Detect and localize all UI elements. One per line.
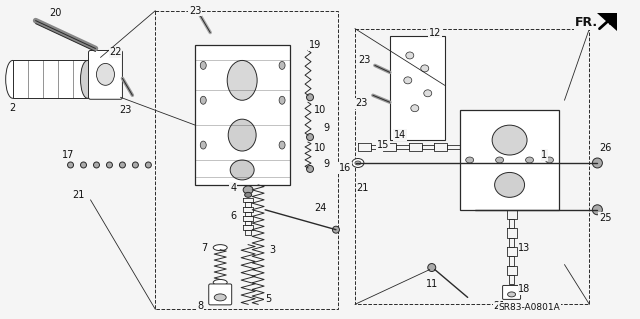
Text: 7: 7: [201, 243, 207, 253]
FancyBboxPatch shape: [209, 284, 232, 305]
Circle shape: [132, 162, 138, 168]
Ellipse shape: [200, 141, 206, 149]
Ellipse shape: [228, 119, 256, 151]
Ellipse shape: [508, 292, 516, 297]
Text: 16: 16: [339, 163, 351, 173]
Text: 24: 24: [314, 203, 326, 213]
Text: 15: 15: [377, 140, 389, 150]
Ellipse shape: [420, 65, 429, 72]
Text: 10: 10: [314, 105, 326, 115]
Text: 26: 26: [599, 143, 612, 153]
Circle shape: [307, 134, 314, 141]
Ellipse shape: [213, 245, 227, 251]
Ellipse shape: [492, 125, 527, 155]
Ellipse shape: [525, 157, 534, 163]
Ellipse shape: [227, 60, 257, 100]
Circle shape: [68, 162, 74, 168]
Circle shape: [145, 162, 152, 168]
Ellipse shape: [279, 62, 285, 70]
Polygon shape: [597, 13, 618, 31]
Circle shape: [593, 158, 602, 168]
Text: 14: 14: [394, 130, 406, 140]
Text: 20: 20: [49, 8, 62, 18]
Text: 18: 18: [518, 285, 531, 294]
Ellipse shape: [406, 52, 414, 59]
FancyBboxPatch shape: [502, 286, 520, 300]
Ellipse shape: [230, 160, 254, 180]
Ellipse shape: [81, 60, 95, 98]
Text: 2: 2: [10, 103, 16, 113]
Text: 23: 23: [119, 105, 132, 115]
Circle shape: [428, 263, 436, 271]
Text: FR.: FR.: [575, 16, 598, 29]
Ellipse shape: [279, 96, 285, 104]
Text: 10: 10: [314, 143, 326, 153]
Ellipse shape: [214, 294, 226, 301]
Text: 1: 1: [541, 150, 548, 160]
Text: 17: 17: [62, 150, 75, 160]
Text: 13: 13: [518, 243, 531, 253]
Ellipse shape: [466, 157, 474, 163]
Text: 3: 3: [269, 245, 275, 255]
Text: 21: 21: [493, 301, 506, 311]
Circle shape: [81, 162, 86, 168]
Ellipse shape: [6, 60, 20, 98]
Text: 6: 6: [230, 211, 236, 221]
Bar: [13, 60, 88, 98]
Text: 23: 23: [189, 6, 202, 16]
Ellipse shape: [244, 192, 252, 197]
Ellipse shape: [352, 159, 364, 167]
Bar: [156, 11, 338, 309]
Ellipse shape: [495, 173, 525, 197]
Ellipse shape: [213, 279, 227, 286]
Text: 19: 19: [309, 41, 321, 50]
Circle shape: [106, 162, 113, 168]
Text: 23: 23: [358, 56, 371, 65]
Text: 25: 25: [599, 213, 612, 223]
Text: 21: 21: [356, 183, 369, 193]
Ellipse shape: [243, 186, 253, 194]
Ellipse shape: [411, 105, 419, 112]
Text: 8: 8: [197, 301, 204, 311]
Text: 11: 11: [426, 279, 438, 289]
FancyBboxPatch shape: [88, 50, 122, 99]
Text: 12: 12: [429, 27, 441, 38]
Text: 9: 9: [323, 159, 329, 169]
Ellipse shape: [200, 62, 206, 70]
Ellipse shape: [404, 77, 412, 84]
Ellipse shape: [355, 161, 361, 165]
Ellipse shape: [424, 90, 432, 97]
Text: 4: 4: [230, 183, 236, 193]
Circle shape: [332, 226, 339, 233]
Circle shape: [307, 94, 314, 101]
Bar: [460, 110, 559, 210]
Text: 5: 5: [265, 294, 271, 304]
Bar: [390, 35, 445, 140]
Ellipse shape: [495, 157, 504, 163]
Circle shape: [307, 166, 314, 173]
Circle shape: [93, 162, 99, 168]
Circle shape: [120, 162, 125, 168]
Text: SR83-A0801A: SR83-A0801A: [499, 303, 561, 312]
Ellipse shape: [545, 157, 554, 163]
Ellipse shape: [279, 141, 285, 149]
Text: 22: 22: [109, 48, 122, 57]
Ellipse shape: [200, 96, 206, 104]
Ellipse shape: [97, 63, 115, 85]
Text: 21: 21: [72, 190, 84, 200]
Text: 9: 9: [323, 123, 329, 133]
Text: 23: 23: [356, 98, 368, 108]
Circle shape: [593, 205, 602, 215]
Bar: [195, 46, 290, 185]
Bar: [355, 29, 589, 304]
